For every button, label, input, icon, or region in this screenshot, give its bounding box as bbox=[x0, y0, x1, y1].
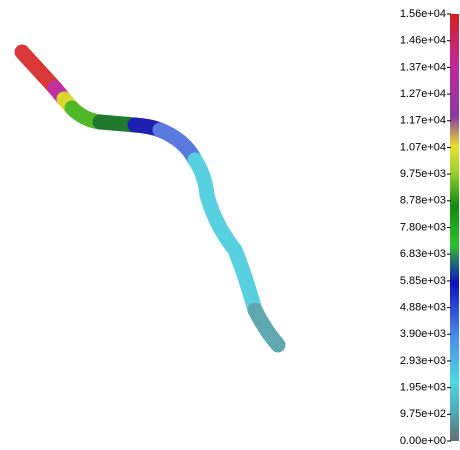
colorbar-label: 5.85e+03 bbox=[400, 275, 446, 287]
colorbar-label: 8.78e+03 bbox=[400, 195, 446, 207]
colorbar-label: 1.56e+04 bbox=[400, 8, 446, 20]
scene: 1.56e+04 1.46e+04 1.37e+04 1.27e+04 1.17e+04… bbox=[0, 0, 460, 450]
colorbar-label: 9.75e+03 bbox=[400, 168, 446, 180]
colorbar-label: 4.88e+03 bbox=[400, 301, 446, 313]
colorbar-label: 2.93e+03 bbox=[400, 355, 446, 367]
colorbar-label: 1.07e+04 bbox=[400, 141, 446, 153]
visualization-view: 1.56e+04 1.46e+04 1.37e+04 1.27e+04 1.17e+04… bbox=[0, 0, 460, 450]
colorbar-labels: 1.56e+04 1.46e+04 1.37e+04 1.27e+04 1.17e+04… bbox=[400, 8, 451, 447]
colorbar-label: 0.00e+00 bbox=[400, 435, 446, 447]
colorbar-label: 1.95e+03 bbox=[400, 382, 446, 394]
colorbar-label: 1.17e+04 bbox=[400, 115, 446, 127]
colorbar-label: 6.83e+03 bbox=[400, 248, 446, 260]
colorbar bbox=[450, 14, 459, 441]
colorbar-label: 1.27e+04 bbox=[400, 88, 446, 100]
colorbar-label: 9.75e+02 bbox=[400, 408, 446, 420]
tube bbox=[22, 52, 278, 345]
colorbar-label: 1.37e+04 bbox=[400, 61, 446, 73]
colorbar-label: 7.80e+03 bbox=[400, 221, 446, 233]
colorbar-label: 3.90e+03 bbox=[400, 328, 446, 340]
colorbar-label: 1.46e+04 bbox=[400, 35, 446, 47]
